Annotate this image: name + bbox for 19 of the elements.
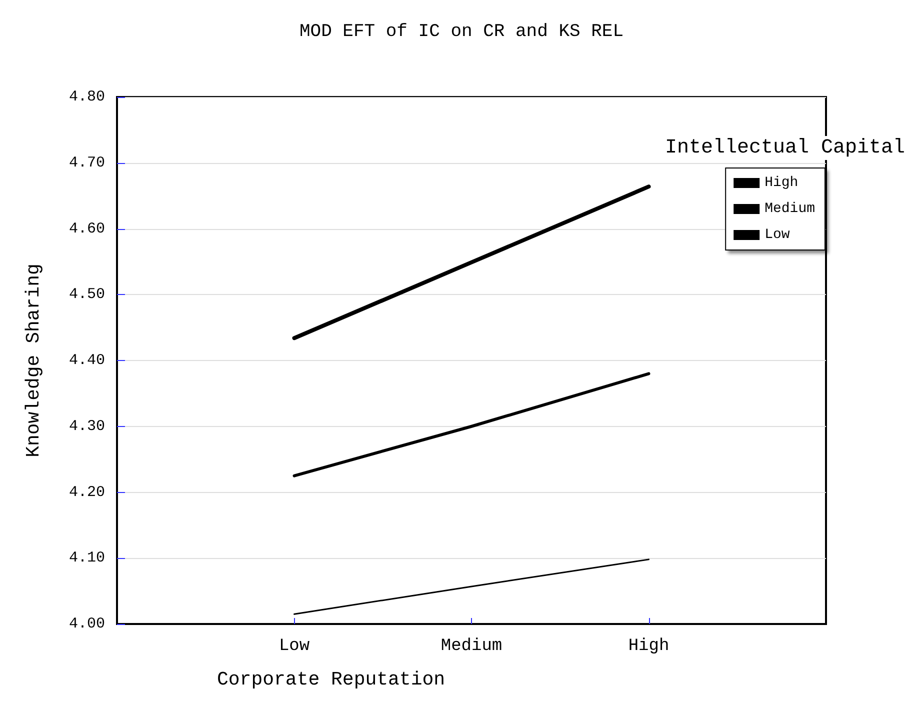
y-tick-label: 4.10 [68, 550, 105, 567]
y-tick-label: 4.30 [68, 418, 105, 435]
legend-label: Low [764, 227, 790, 243]
y-tick-label: 4.40 [68, 352, 105, 369]
y-tick-label: 4.00 [68, 616, 105, 632]
y-tick-label: 4.80 [68, 88, 105, 106]
y-tick-label: 4.60 [68, 220, 105, 238]
y-tick-label: 4.70 [68, 154, 105, 172]
y-axis-title: Knowledge Sharing [22, 264, 44, 458]
legend-label: High [764, 175, 798, 191]
y-tick-label: 4.20 [68, 484, 105, 501]
legend-title: Intellectual Capital [664, 136, 906, 160]
x-axis-title: Corporate Reputation [217, 668, 446, 690]
chart-title: MOD EFT of IC on CR and KS REL [299, 22, 624, 42]
x-tick-label: High [628, 637, 670, 656]
y-tick-label: 4.50 [68, 286, 105, 304]
legend-label: Medium [764, 201, 816, 217]
x-tick-label: Medium [440, 637, 502, 656]
x-tick-label: Low [278, 637, 310, 656]
